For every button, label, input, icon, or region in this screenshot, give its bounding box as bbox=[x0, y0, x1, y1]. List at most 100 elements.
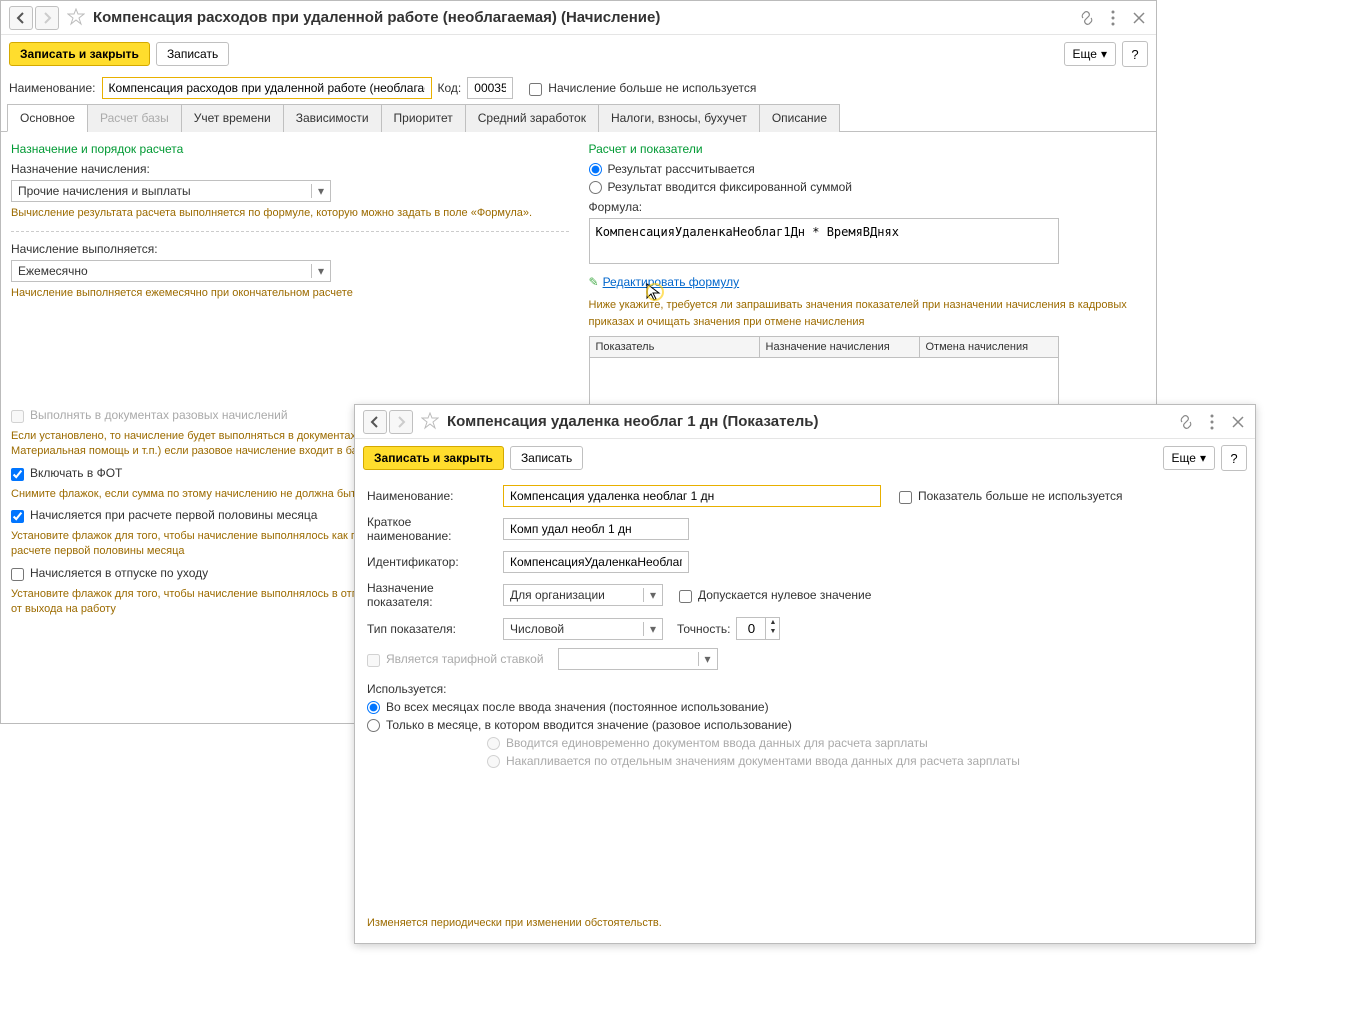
tab-main[interactable]: Основное bbox=[7, 104, 88, 132]
th-assign: Назначение начисления bbox=[760, 337, 920, 358]
exec-select[interactable]: Ежемесячно▾ bbox=[11, 260, 331, 282]
exec-label: Начисление выполняется: bbox=[11, 242, 569, 256]
purpose-select[interactable]: Прочие начисления и выплаты ▾ bbox=[11, 180, 331, 202]
precision-spinner[interactable]: ▲▼ bbox=[736, 617, 780, 640]
help-button[interactable]: ? bbox=[1122, 41, 1148, 67]
purpose-value: Для организации bbox=[510, 588, 605, 602]
exec-value: Ежемесячно bbox=[18, 264, 88, 278]
window-title: Компенсация удаленка необлаг 1 дн (Показ… bbox=[447, 413, 1177, 430]
section-calc: Расчет и показатели bbox=[589, 142, 1147, 156]
radio-calc[interactable] bbox=[589, 163, 602, 176]
exec-hint: Начисление выполняется ежемесячно при ок… bbox=[11, 286, 569, 301]
name-input[interactable] bbox=[503, 485, 881, 507]
radio-once[interactable] bbox=[367, 719, 380, 732]
radio-permanent-label: Во всех месяцах после ввода значения (по… bbox=[386, 700, 769, 714]
not-used-checkbox[interactable] bbox=[529, 83, 542, 96]
tab-priority[interactable]: Приоритет bbox=[381, 104, 466, 132]
star-icon[interactable] bbox=[421, 412, 441, 432]
kebab-icon[interactable] bbox=[1104, 9, 1122, 27]
chevron-down-icon: ▾ bbox=[1200, 451, 1206, 465]
forward-button[interactable] bbox=[35, 6, 59, 30]
indicators-help: Ниже укажите, требуется ли запрашивать з… bbox=[589, 297, 1147, 330]
purpose-select[interactable]: Для организации ▾ bbox=[503, 584, 663, 606]
radio-sub1 bbox=[487, 737, 500, 750]
more-label: Еще bbox=[1172, 451, 1196, 465]
name-label: Наименование: bbox=[367, 489, 497, 503]
allow-zero-label: Допускается нулевое значение bbox=[698, 588, 871, 602]
code-label: Код: bbox=[438, 81, 462, 95]
chevron-down-icon: ▾ bbox=[643, 622, 656, 636]
save-button[interactable]: Записать bbox=[156, 42, 229, 66]
chevron-down-icon: ▾ bbox=[643, 588, 656, 602]
radio-sub1-label: Вводится единовременно документом ввода … bbox=[506, 736, 928, 750]
tab-tax[interactable]: Налоги, взносы, бухучет bbox=[598, 104, 760, 132]
tab-base[interactable]: Расчет базы bbox=[87, 104, 182, 132]
back-button[interactable] bbox=[9, 6, 33, 30]
close-icon[interactable] bbox=[1130, 9, 1148, 27]
close-icon[interactable] bbox=[1229, 413, 1247, 431]
cb-halfmonth[interactable] bbox=[11, 510, 24, 523]
tab-time[interactable]: Учет времени bbox=[181, 104, 284, 132]
radio-fixed[interactable] bbox=[589, 181, 602, 194]
name-input[interactable] bbox=[102, 77, 432, 99]
cb-leave-label: Начисляется в отпуске по уходу bbox=[30, 566, 208, 580]
save-close-button[interactable]: Записать и закрыть bbox=[363, 446, 504, 470]
cb-leave[interactable] bbox=[11, 568, 24, 581]
chevron-down-icon: ▾ bbox=[698, 652, 711, 666]
more-button[interactable]: Еще ▾ bbox=[1064, 42, 1116, 66]
type-select[interactable]: Числовой ▾ bbox=[503, 618, 663, 640]
save-close-button[interactable]: Записать и закрыть bbox=[9, 42, 150, 66]
kebab-icon[interactable] bbox=[1203, 413, 1221, 431]
cursor-icon bbox=[645, 282, 665, 302]
radio-sub2-label: Накапливается по отдельным значениям док… bbox=[506, 754, 1020, 768]
tab-avg[interactable]: Средний заработок bbox=[465, 104, 599, 132]
help-button[interactable]: ? bbox=[1221, 445, 1247, 471]
pencil-icon: ✎ bbox=[589, 275, 599, 289]
cb-halfmonth-label: Начисляется при расчете первой половины … bbox=[30, 508, 317, 522]
formula-textarea[interactable] bbox=[589, 218, 1059, 264]
cb-fot[interactable] bbox=[11, 468, 24, 481]
id-input[interactable] bbox=[503, 551, 689, 573]
tab-desc[interactable]: Описание bbox=[759, 104, 840, 132]
precision-input[interactable] bbox=[736, 617, 766, 640]
tariff-select: ▾ bbox=[558, 648, 718, 670]
type-label: Тип показателя: bbox=[367, 622, 497, 636]
used-label: Используется: bbox=[367, 682, 1243, 696]
cb-onetime bbox=[11, 410, 24, 423]
name-label: Наименование: bbox=[9, 81, 96, 95]
type-value: Числовой bbox=[510, 622, 564, 636]
allow-zero-checkbox[interactable] bbox=[679, 590, 692, 603]
spinner-up-icon[interactable]: ▲ bbox=[766, 618, 779, 627]
purpose-label: Назначение показателя: bbox=[367, 581, 497, 609]
not-used-label: Показатель больше не используется bbox=[918, 489, 1123, 503]
save-button[interactable]: Записать bbox=[510, 446, 583, 470]
link-icon[interactable] bbox=[1078, 9, 1096, 27]
link-icon[interactable] bbox=[1177, 413, 1195, 431]
spinner-down-icon[interactable]: ▼ bbox=[766, 627, 779, 636]
chevron-down-icon: ▾ bbox=[311, 184, 324, 198]
back-button[interactable] bbox=[363, 410, 387, 434]
not-used-label: Начисление больше не используется bbox=[548, 81, 756, 95]
chevron-down-icon: ▾ bbox=[1101, 47, 1107, 61]
radio-fixed-label: Результат вводится фиксированной суммой bbox=[608, 180, 852, 194]
short-input[interactable] bbox=[503, 518, 689, 540]
th-cancel: Отмена начисления bbox=[920, 337, 1058, 358]
bottom-hint: Изменяется периодически при изменении об… bbox=[367, 917, 662, 929]
code-input[interactable] bbox=[467, 77, 513, 99]
purpose-value: Прочие начисления и выплаты bbox=[18, 184, 191, 198]
purpose-label: Назначение начисления: bbox=[11, 162, 569, 176]
purpose-hint: Вычисление результата расчета выполняетс… bbox=[11, 206, 569, 221]
window-title: Компенсация расходов при удаленной работ… bbox=[93, 9, 1078, 26]
id-label: Идентификатор: bbox=[367, 555, 497, 569]
indicators-table: Показатель Назначение начисления Отмена … bbox=[589, 336, 1059, 409]
tab-deps[interactable]: Зависимости bbox=[283, 104, 382, 132]
cb-fot-label: Включать в ФОТ bbox=[30, 466, 122, 480]
more-button[interactable]: Еще ▾ bbox=[1163, 446, 1215, 470]
more-label: Еще bbox=[1073, 47, 1097, 61]
radio-once-label: Только в месяце, в котором вводится знач… bbox=[386, 718, 792, 732]
radio-permanent[interactable] bbox=[367, 701, 380, 714]
not-used-checkbox[interactable] bbox=[899, 491, 912, 504]
star-icon[interactable] bbox=[67, 8, 87, 28]
forward-button[interactable] bbox=[389, 410, 413, 434]
edit-formula-link[interactable]: Редактировать формулу bbox=[603, 275, 740, 289]
